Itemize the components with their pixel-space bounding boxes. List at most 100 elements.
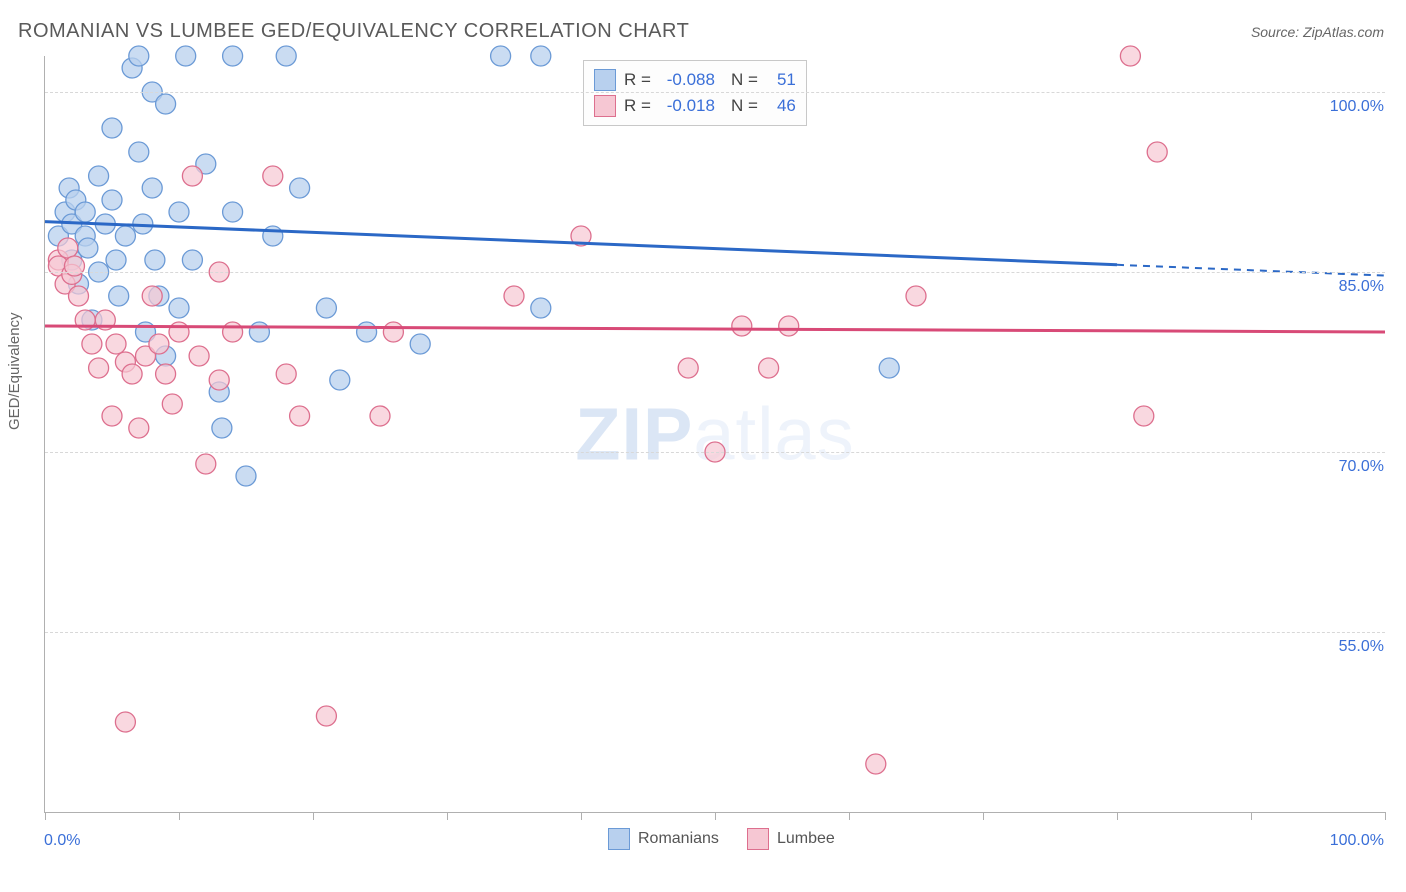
data-point: [491, 46, 511, 66]
data-point: [156, 364, 176, 384]
data-point: [1147, 142, 1167, 162]
grid-line: [45, 632, 1385, 633]
data-point: [504, 286, 524, 306]
data-point: [196, 454, 216, 474]
regression-line-extrapolated: [1117, 265, 1385, 276]
data-point: [129, 418, 149, 438]
legend-item: Romanians: [608, 828, 719, 850]
data-point: [149, 334, 169, 354]
legend-label: Lumbee: [777, 830, 835, 848]
data-point: [129, 142, 149, 162]
x-tick: [1385, 812, 1386, 820]
y-axis-label: GED/Equivalency: [6, 312, 23, 430]
data-point: [410, 334, 430, 354]
data-point: [357, 322, 377, 342]
data-point: [383, 322, 403, 342]
data-point: [182, 166, 202, 186]
stat-r-value: -0.088: [659, 70, 715, 90]
data-point: [75, 202, 95, 222]
grid-line: [45, 272, 1385, 273]
data-point: [169, 322, 189, 342]
data-point: [129, 46, 149, 66]
data-point: [236, 466, 256, 486]
x-tick: [715, 812, 716, 820]
x-tick: [447, 812, 448, 820]
y-tick-label: 100.0%: [1330, 98, 1384, 116]
data-point: [779, 316, 799, 336]
data-point: [89, 166, 109, 186]
legend-label: Romanians: [638, 830, 719, 848]
data-point: [223, 322, 243, 342]
data-point: [223, 46, 243, 66]
data-point: [370, 406, 390, 426]
data-point: [106, 334, 126, 354]
x-max-label: 100.0%: [1330, 832, 1384, 850]
data-point: [102, 190, 122, 210]
data-point: [223, 202, 243, 222]
data-point: [678, 358, 698, 378]
chart-container: ROMANIAN VS LUMBEE GED/EQUIVALENCY CORRE…: [0, 0, 1406, 892]
chart-svg: [45, 56, 1385, 812]
stats-row: R =-0.088N =51: [594, 67, 796, 93]
x-tick: [179, 812, 180, 820]
swatch-icon: [594, 95, 616, 117]
x-tick: [849, 812, 850, 820]
y-tick-label: 55.0%: [1339, 638, 1384, 656]
data-point: [1134, 406, 1154, 426]
data-point: [102, 118, 122, 138]
chart-title: ROMANIAN VS LUMBEE GED/EQUIVALENCY CORRE…: [18, 20, 689, 43]
x-min-label: 0.0%: [44, 832, 80, 850]
data-point: [169, 298, 189, 318]
data-point: [866, 754, 886, 774]
stat-r-key: R =: [624, 96, 651, 116]
stat-n-key: N =: [731, 96, 758, 116]
stat-r-key: R =: [624, 70, 651, 90]
data-point: [156, 94, 176, 114]
data-point: [906, 286, 926, 306]
x-tick: [581, 812, 582, 820]
data-point: [1120, 46, 1140, 66]
x-tick: [1251, 812, 1252, 820]
stat-n-value: 51: [766, 70, 796, 90]
y-tick-label: 70.0%: [1339, 458, 1384, 476]
x-tick: [45, 812, 46, 820]
stat-r-value: -0.018: [659, 96, 715, 116]
x-tick: [1117, 812, 1118, 820]
data-point: [162, 394, 182, 414]
legend-item: Lumbee: [747, 828, 835, 850]
regression-line: [45, 326, 1385, 332]
stats-row: R = -0.018 N = 46: [594, 93, 796, 119]
data-point: [64, 256, 84, 276]
source-label: Source: ZipAtlas.com: [1251, 24, 1384, 40]
x-tick: [983, 812, 984, 820]
data-point: [276, 46, 296, 66]
data-point: [212, 418, 232, 438]
data-point: [316, 298, 336, 318]
swatch-icon: [594, 69, 616, 91]
plot-area: ZIPatlas R =-0.088N =51R =-0.018N =46: [44, 56, 1385, 813]
data-point: [531, 298, 551, 318]
data-point: [69, 286, 89, 306]
data-point: [276, 364, 296, 384]
data-point: [176, 46, 196, 66]
data-point: [142, 178, 162, 198]
data-point: [879, 358, 899, 378]
data-point: [122, 364, 142, 384]
data-point: [78, 238, 98, 258]
grid-line: [45, 92, 1385, 93]
data-point: [106, 250, 126, 270]
data-point: [209, 370, 229, 390]
swatch-icon: [747, 828, 769, 850]
data-point: [189, 346, 209, 366]
data-point: [58, 238, 78, 258]
data-point: [82, 334, 102, 354]
swatch-icon: [608, 828, 630, 850]
data-point: [732, 316, 752, 336]
data-point: [182, 250, 202, 270]
stats-legend: R = -0.088 N = 51 R = -0.018 N = 46: [583, 60, 807, 126]
data-point: [145, 250, 165, 270]
data-point: [316, 706, 336, 726]
stat-n-value: 46: [766, 96, 796, 116]
data-point: [109, 286, 129, 306]
x-tick: [313, 812, 314, 820]
